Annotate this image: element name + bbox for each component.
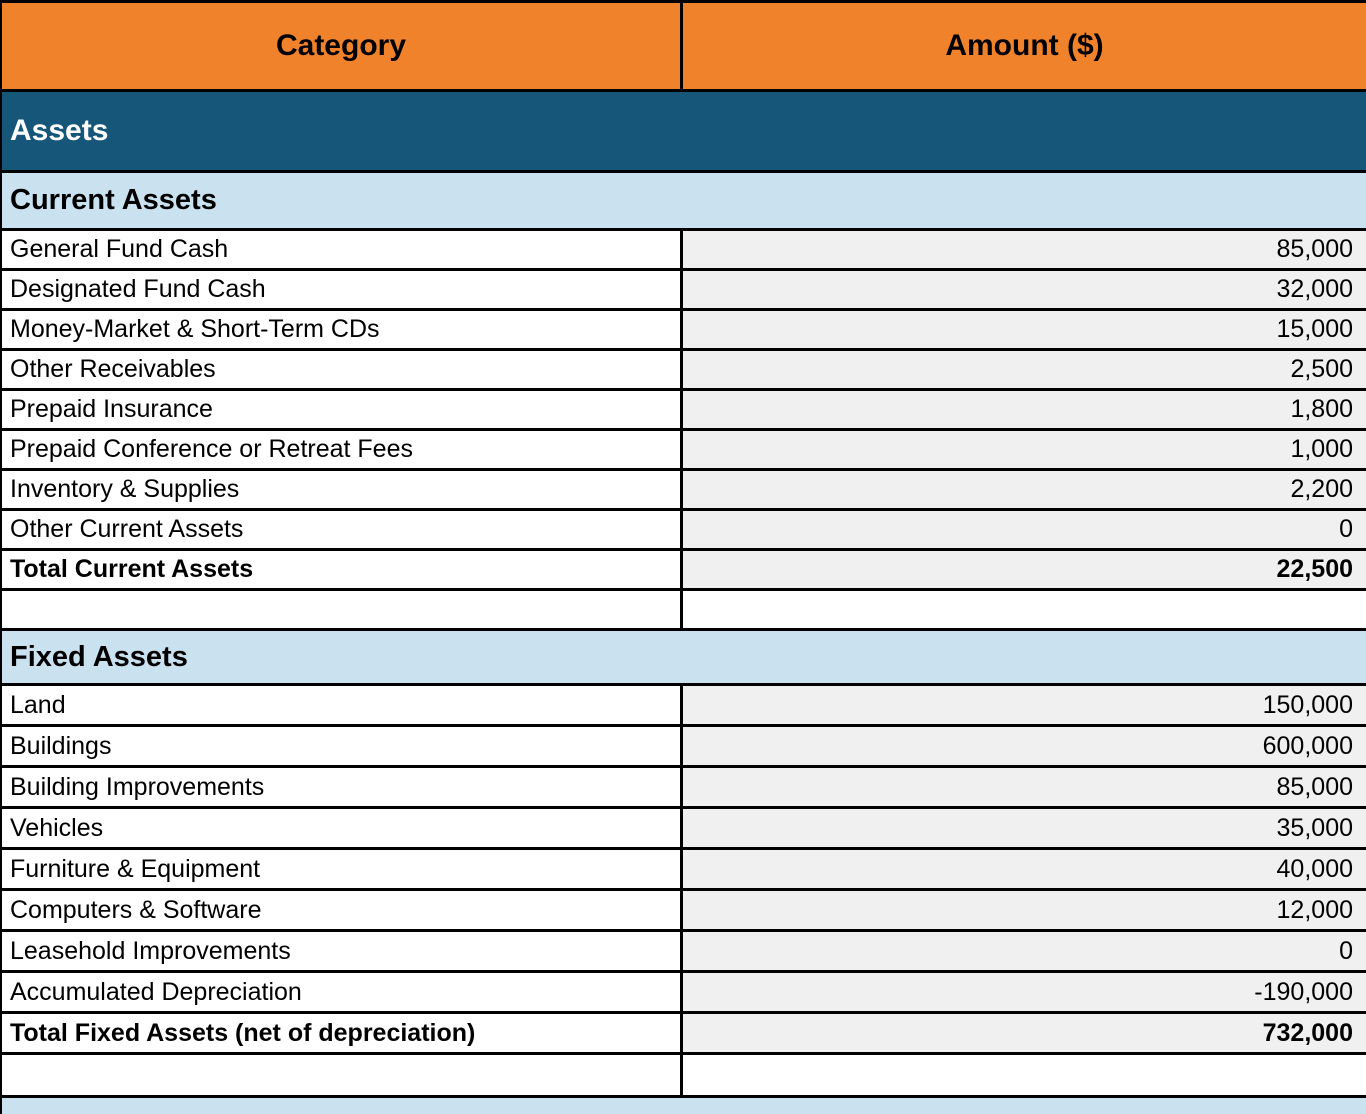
table-row: Computers & Software 12,000 — [2, 891, 1366, 932]
table-header-row: Category Amount ($) — [2, 0, 1366, 92]
table-row: Leasehold Improvements 0 — [2, 932, 1366, 973]
table-row: Other Receivables 2,500 — [2, 351, 1366, 391]
subsection-title: Current Assets — [10, 184, 217, 216]
amount-cell: 12,000 — [683, 891, 1366, 929]
amount-cell: 600,000 — [683, 727, 1366, 765]
table-row: Furniture & Equipment 40,000 — [2, 850, 1366, 891]
section-header-fixed-assets: Fixed Assets — [2, 631, 1366, 686]
section-title: Assets — [10, 114, 109, 147]
amount-cell: 732,000 — [683, 1014, 1366, 1052]
amount-cell: 15,000 — [683, 311, 1366, 348]
table-row-total-current-assets: Total Current Assets 22,500 — [2, 551, 1366, 591]
amount-cell: 0 — [683, 511, 1366, 548]
amount-cell: 32,000 — [683, 271, 1366, 308]
category-cell: Other Current Assets — [2, 511, 683, 548]
amount-cell: 2,200 — [683, 471, 1366, 508]
amount-cell: 22,500 — [683, 551, 1366, 588]
amount-cell: 2,500 — [683, 351, 1366, 388]
category-cell: Designated Fund Cash — [2, 271, 683, 308]
table-row: Prepaid Insurance 1,800 — [2, 391, 1366, 431]
category-cell: Total Fixed Assets (net of depreciation) — [2, 1014, 683, 1052]
category-cell: Computers & Software — [2, 891, 683, 929]
category-cell: Building Improvements — [2, 768, 683, 806]
amount-cell: 1,000 — [683, 431, 1366, 468]
column-header-amount: Amount ($) — [945, 29, 1104, 62]
section-header-current-assets: Current Assets — [2, 173, 1366, 231]
category-cell: Leasehold Improvements — [2, 932, 683, 970]
amount-cell: 35,000 — [683, 809, 1366, 847]
table-row: Prepaid Conference or Retreat Fees 1,000 — [2, 431, 1366, 471]
table-row: Inventory & Supplies 2,200 — [2, 471, 1366, 511]
table-row: Vehicles 35,000 — [2, 809, 1366, 850]
amount-cell: 1,800 — [683, 391, 1366, 428]
category-cell: General Fund Cash — [2, 231, 683, 268]
spacer-row — [2, 591, 1366, 631]
table-row-total-fixed-assets: Total Fixed Assets (net of depreciation)… — [2, 1014, 1366, 1055]
subsection-title: Fixed Assets — [10, 640, 188, 673]
category-cell: Furniture & Equipment — [2, 850, 683, 888]
category-cell: Land — [2, 686, 683, 724]
table-row: Accumulated Depreciation -190,000 — [2, 973, 1366, 1014]
category-cell: Vehicles — [2, 809, 683, 847]
category-cell-empty — [2, 591, 683, 628]
section-header-assets: Assets — [2, 92, 1366, 173]
table-row: Designated Fund Cash 32,000 — [2, 271, 1366, 311]
table-row: Land 150,000 — [2, 686, 1366, 727]
amount-cell: 150,000 — [683, 686, 1366, 724]
table-row: General Fund Cash 85,000 — [2, 231, 1366, 271]
amount-cell-empty — [683, 1055, 1366, 1095]
category-cell: Prepaid Insurance — [2, 391, 683, 428]
category-cell: Money-Market & Short-Term CDs — [2, 311, 683, 348]
amount-cell: 40,000 — [683, 850, 1366, 888]
table-row: Building Improvements 85,000 — [2, 768, 1366, 809]
column-header-category: Category — [2, 3, 683, 89]
category-cell: Accumulated Depreciation — [2, 973, 683, 1011]
section-header-bottom-partial — [2, 1098, 1366, 1114]
table-row: Other Current Assets 0 — [2, 511, 1366, 551]
category-cell: Buildings — [2, 727, 683, 765]
amount-cell-empty — [683, 591, 1366, 628]
table-row: Buildings 600,000 — [2, 727, 1366, 768]
amount-cell: 85,000 — [683, 768, 1366, 806]
amount-cell: 85,000 — [683, 231, 1366, 268]
category-cell-empty — [2, 1055, 683, 1095]
table-row: Money-Market & Short-Term CDs 15,000 — [2, 311, 1366, 351]
amount-cell: -190,000 — [683, 973, 1366, 1011]
category-cell: Total Current Assets — [2, 551, 683, 588]
category-cell: Inventory & Supplies — [2, 471, 683, 508]
spacer-row — [2, 1055, 1366, 1098]
category-cell: Other Receivables — [2, 351, 683, 388]
amount-cell: 0 — [683, 932, 1366, 970]
category-cell: Prepaid Conference or Retreat Fees — [2, 431, 683, 468]
